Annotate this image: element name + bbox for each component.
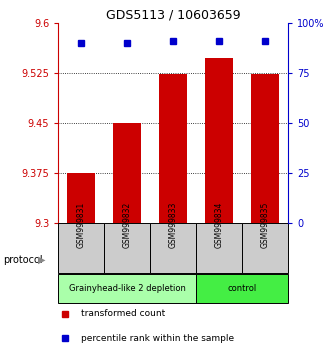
Bar [251, 74, 279, 223]
Text: ▶: ▶ [38, 255, 46, 265]
Text: transformed count: transformed count [81, 309, 166, 318]
Bar [150, 223, 196, 273]
Text: GSM999832: GSM999832 [123, 202, 132, 248]
Bar [160, 74, 187, 223]
Bar [58, 223, 104, 273]
Text: GSM999835: GSM999835 [260, 201, 270, 248]
Bar [68, 173, 95, 223]
Title: GDS5113 / 10603659: GDS5113 / 10603659 [106, 9, 240, 22]
Bar [205, 58, 233, 223]
Text: GSM999831: GSM999831 [77, 202, 86, 248]
Text: control: control [227, 284, 257, 293]
Bar [114, 123, 141, 223]
Bar [104, 223, 150, 273]
Bar [196, 223, 242, 273]
Bar [196, 274, 288, 303]
Bar [242, 223, 288, 273]
Text: protocol: protocol [3, 255, 43, 265]
Text: percentile rank within the sample: percentile rank within the sample [81, 334, 234, 343]
Text: GSM999834: GSM999834 [214, 201, 224, 248]
Text: GSM999833: GSM999833 [168, 201, 178, 248]
Bar [58, 274, 196, 303]
Text: Grainyhead-like 2 depletion: Grainyhead-like 2 depletion [69, 284, 185, 293]
